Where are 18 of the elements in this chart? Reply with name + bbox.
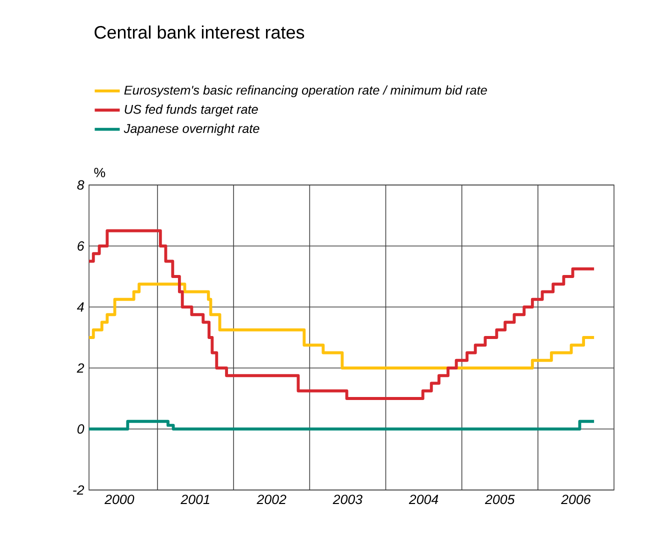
y-tick-label: 8 (77, 180, 84, 190)
y-tick-label: -2 (73, 485, 84, 495)
x-tick-label: 2003 (332, 494, 362, 504)
y-tick-label: 4 (76, 302, 84, 312)
legend-label: Eurosystem's basic refinancing operation rate / minimum bid rate (124, 85, 487, 98)
legend-label: Japanese overnight rate (124, 124, 260, 136)
x-tick-label: 2001 (180, 494, 210, 504)
x-tick-label: 2002 (256, 494, 286, 504)
y-tick-label: 2 (76, 363, 84, 373)
chart-title: Central bank interest rates (94, 26, 304, 39)
y-tick-label: 0 (77, 424, 84, 434)
legend-label: US fed funds target rate (124, 104, 258, 116)
y-tick-label: 6 (78, 241, 84, 251)
x-tick-label: 2000 (104, 494, 134, 504)
x-tick-label: 2005 (484, 494, 515, 504)
x-tick-label: 2006 (561, 494, 591, 504)
x-tick-label: 2004 (408, 494, 438, 504)
y-axis-title: % (94, 168, 106, 178)
